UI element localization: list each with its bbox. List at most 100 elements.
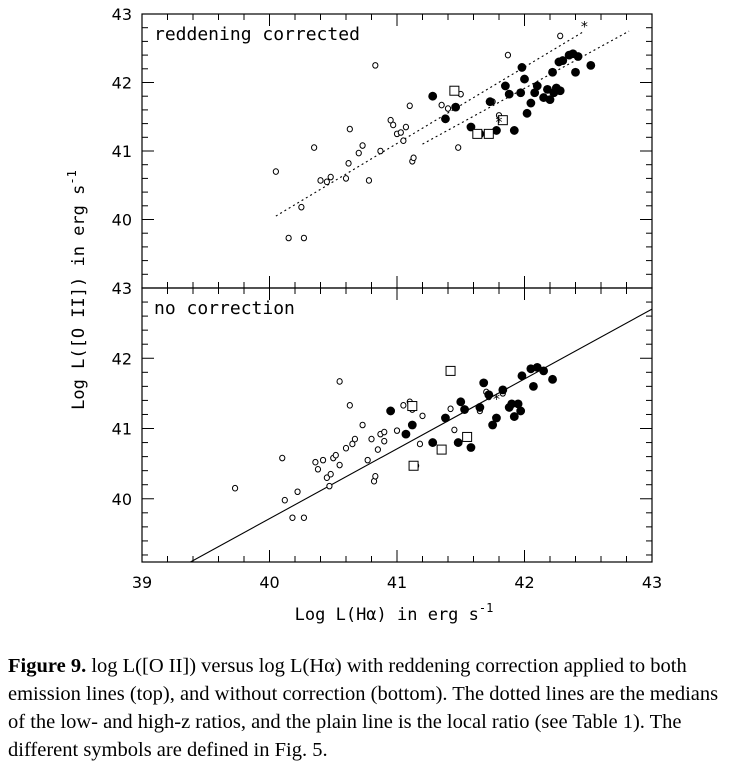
panel1-point-filled-circle — [485, 97, 495, 107]
panel2-point-open-circle — [372, 472, 379, 480]
panel1-point-filled-circle — [558, 56, 568, 65]
panel2-point-open-circle — [332, 451, 339, 459]
panel2-point-open-square — [445, 365, 456, 376]
panel2-point-open-circle — [289, 514, 296, 522]
panel2-point-filled-circle — [484, 390, 494, 400]
panel1-point-open-circle — [355, 149, 362, 157]
panel1-point-filled-circle — [571, 67, 580, 77]
panel2-point-filled-circle — [428, 438, 438, 447]
y-axis-title-sup: -1 — [65, 170, 79, 184]
panel1-point-open-circle — [311, 144, 318, 151]
panel1-point-filled-circle — [526, 98, 536, 108]
panel1-point-open-circle — [504, 51, 512, 59]
panel2-point-open-circle — [319, 456, 327, 464]
panel1-point-filled-circle — [509, 126, 519, 135]
panel1-point-filled-circle — [451, 102, 461, 112]
panel2-point-filled-circle — [441, 413, 450, 423]
panel2-point-open-square — [407, 401, 418, 412]
panel1-point-filled-circle — [441, 114, 450, 124]
panel1-point-open-circle — [365, 177, 373, 184]
panel1-point-filled-circle — [492, 126, 501, 135]
panel1-point-open-square — [472, 128, 483, 139]
panel2-point-filled-circle — [479, 378, 489, 388]
panel2-point-open-square — [408, 460, 419, 471]
panel2-point-open-circle — [351, 435, 359, 443]
panel2-plot-area: * — [190, 308, 652, 562]
panel1-point-open-circle — [390, 121, 397, 129]
panel1-point-filled-circle — [520, 74, 529, 84]
panel1-point-open-circle — [298, 203, 305, 211]
panel2-point-filled-circle — [386, 406, 396, 416]
panel1-point-filled-circle — [428, 91, 438, 101]
panel2-point-filled-circle — [456, 397, 466, 407]
panel1-point-open-circle — [317, 177, 324, 184]
panel2-point-open-circle — [294, 488, 301, 496]
panel1-point-star: * — [581, 19, 588, 35]
panel2-y-tick-label: 41 — [112, 420, 132, 439]
panel2-point-filled-circle — [453, 438, 463, 447]
panel2-point-open-circle — [359, 421, 366, 429]
panel2-point-filled-circle — [539, 366, 549, 376]
panel1-dotted-line — [422, 30, 630, 145]
panel1-point-open-circle — [342, 175, 350, 182]
panel2-point-open-circle — [374, 446, 381, 453]
panel2-point-open-circle — [400, 402, 407, 409]
panel2-point-filled-circle — [529, 381, 538, 391]
panel1-point-open-circle — [323, 178, 330, 186]
panel1-point-filled-circle — [516, 88, 526, 98]
panel2-point-filled-circle — [466, 443, 476, 452]
panel2-point-open-circle — [314, 465, 322, 473]
panel2-x-tick-label: 42 — [514, 573, 534, 592]
panel1-point-open-square — [483, 128, 494, 139]
panel2-point-filled-circle — [509, 412, 519, 421]
panel2-point-open-square — [436, 444, 447, 455]
panel2-point-filled-circle — [517, 371, 527, 381]
panel1-point-open-circle — [346, 125, 353, 133]
panel1-point-open-circle — [410, 154, 417, 162]
panel2-point-open-circle — [342, 444, 350, 452]
panel2-y-tick-label: 42 — [112, 349, 132, 368]
panel2-point-open-circle — [447, 405, 454, 413]
panel2-point-open-circle — [281, 496, 288, 504]
panel1-point-open-circle — [359, 142, 366, 149]
panel2-point-open-circle — [419, 412, 426, 420]
panel1-point-filled-circle — [545, 95, 555, 105]
panel2-point-open-circle — [312, 458, 319, 466]
panel2-label: no correction — [154, 298, 295, 319]
panel2-point-open-circle — [451, 426, 458, 434]
panel2-solid-line — [190, 308, 652, 562]
panel1-point-filled-circle — [573, 52, 583, 61]
panel1-y-tick-label: 43 — [112, 5, 132, 24]
panel1-point-filled-circle — [532, 81, 542, 91]
panel2-frame — [141, 287, 653, 563]
panel1-point-open-circle — [327, 173, 334, 181]
x-axis-title-text: Log L(Hα) in erg s — [295, 605, 479, 625]
panel2-point-filled-circle — [460, 405, 469, 414]
panel2-point-filled-circle — [401, 429, 411, 439]
panel1-y-tick-label: 41 — [112, 142, 132, 161]
y-axis-title: Log L([O II]) in erg s-1 — [65, 170, 89, 410]
panel1-point-filled-circle — [504, 89, 514, 99]
panel1-point-open-square — [497, 115, 508, 126]
panel-no-correction: 40 41 42 43 39 40 41 42 43 no correction * — [112, 279, 663, 592]
panel1-point-open-circle — [345, 160, 352, 167]
panel1-point-star: * — [496, 115, 503, 131]
panel2-point-filled-circle — [548, 374, 557, 384]
panel1-point-filled-circle — [530, 88, 540, 98]
panel2-point-filled-circle — [498, 385, 508, 395]
panel2-y-tick-label: 43 — [112, 279, 132, 298]
panel1-point-open-circle — [455, 144, 462, 151]
panel1-y-tick-label: 40 — [112, 211, 132, 230]
panel2-point-open-circle — [279, 454, 286, 462]
figure-caption: Figure 9. log L([O II]) versus log L(Hα)… — [8, 652, 723, 764]
panel1-point-filled-circle — [586, 60, 596, 70]
panel1-point-filled-circle — [517, 63, 527, 72]
panel2-x-tick-label: 39 — [132, 573, 152, 592]
panel2-point-open-circle — [346, 402, 353, 409]
panel2-point-star: * — [493, 392, 500, 408]
panel1-y-tick-label: 42 — [112, 74, 132, 93]
panel1-point-filled-circle — [500, 81, 510, 91]
panel2-point-filled-circle — [513, 399, 523, 409]
x-axis-title-sup: -1 — [479, 601, 493, 615]
